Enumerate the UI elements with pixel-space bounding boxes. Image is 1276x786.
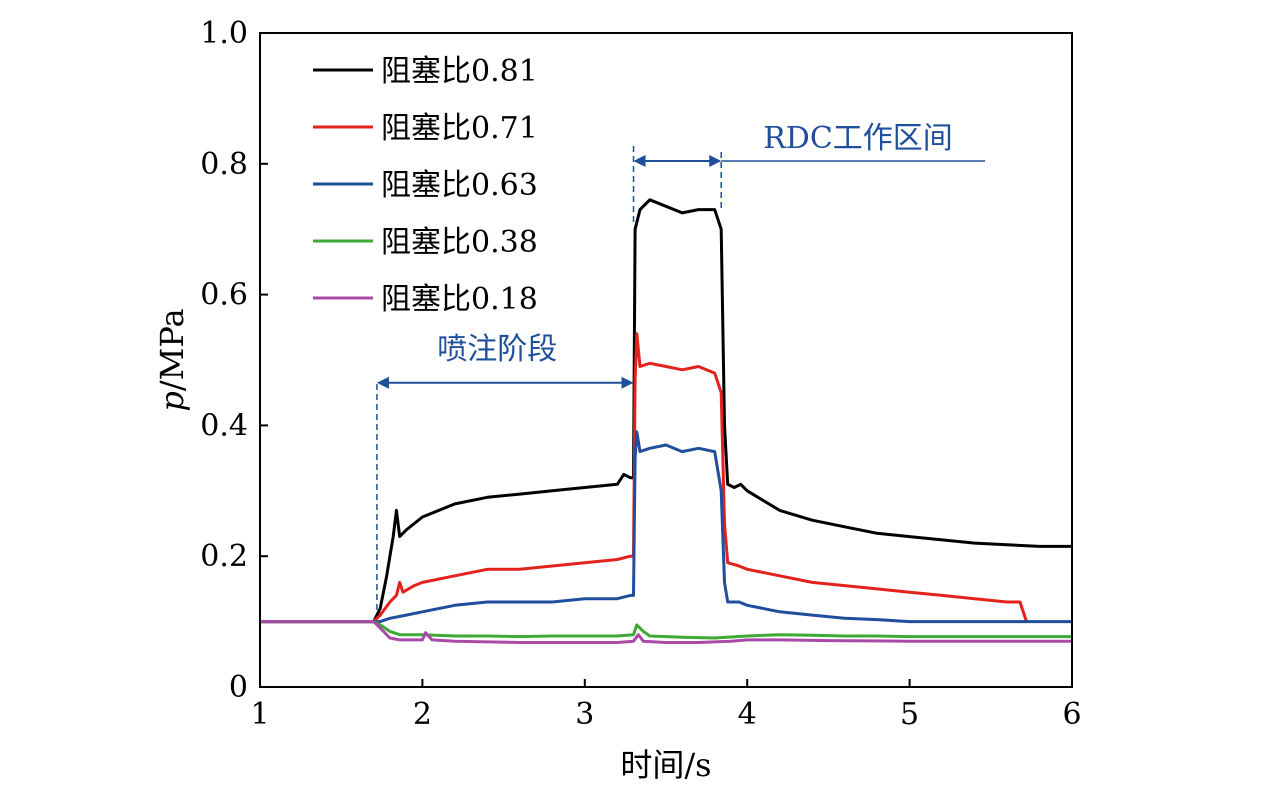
legend-label-0: 阻塞比0.81: [381, 54, 538, 89]
y-tick-label-4: 0.8: [200, 147, 248, 182]
x-tick-label-3: 4: [738, 697, 757, 732]
series-line-4: [260, 620, 1072, 644]
y-tick-label-1: 0.2: [200, 539, 248, 574]
ticks-layer: 1 2 3 4 5 6 0 0.2 0.4 0.6 0.8 1.0: [200, 16, 1081, 732]
rdc-arrow-right-head: [709, 155, 722, 167]
legend-label-1: 阻塞比0.71: [381, 111, 538, 146]
injection-arrow-right-head: [621, 376, 634, 389]
injection-arrow-left-head: [376, 376, 389, 389]
series-line-1: [260, 332, 1028, 624]
y-tick-label-5: 1.0: [200, 16, 248, 51]
x-tick-label-2: 3: [575, 697, 594, 732]
x-tick-label-0: 1: [250, 697, 269, 732]
series-line-2: [260, 430, 1072, 624]
series-line-3: [260, 620, 1072, 640]
y-tick-label-0: 0: [229, 670, 248, 705]
injection-stage-label: 喷注阶段: [437, 332, 557, 367]
x-tick-label-1: 2: [413, 697, 432, 732]
legend-label-4: 阻塞比0.18: [381, 282, 538, 317]
legend-label-2: 阻塞比0.63: [381, 168, 538, 203]
series-line-0: [260, 198, 1072, 624]
y-axis-label-symbol: p: [153, 391, 191, 411]
y-axis-label-unit: /MPa: [153, 308, 191, 391]
legend-label-3: 阻塞比0.38: [381, 225, 538, 260]
x-axis-label: 时间/s: [620, 746, 711, 784]
rdc-range-label: RDC工作区间: [763, 121, 953, 156]
series-layer: [260, 198, 1072, 644]
rdc-arrow-left-head: [633, 155, 646, 167]
y-tick-label-2: 0.4: [200, 408, 248, 443]
y-axis-label: p/MPa: [153, 308, 191, 411]
x-tick-label-5: 6: [1062, 697, 1081, 732]
plot-frame: [259, 32, 1073, 688]
y-tick-label-3: 0.6: [200, 278, 248, 313]
legend: 阻塞比0.81 阻塞比0.71 阻塞比0.63 阻塞比0.38 阻塞比0.18: [313, 54, 538, 317]
annotations-layer: 喷注阶段 RDC工作区间: [376, 121, 985, 620]
x-tick-label-4: 5: [900, 697, 919, 732]
